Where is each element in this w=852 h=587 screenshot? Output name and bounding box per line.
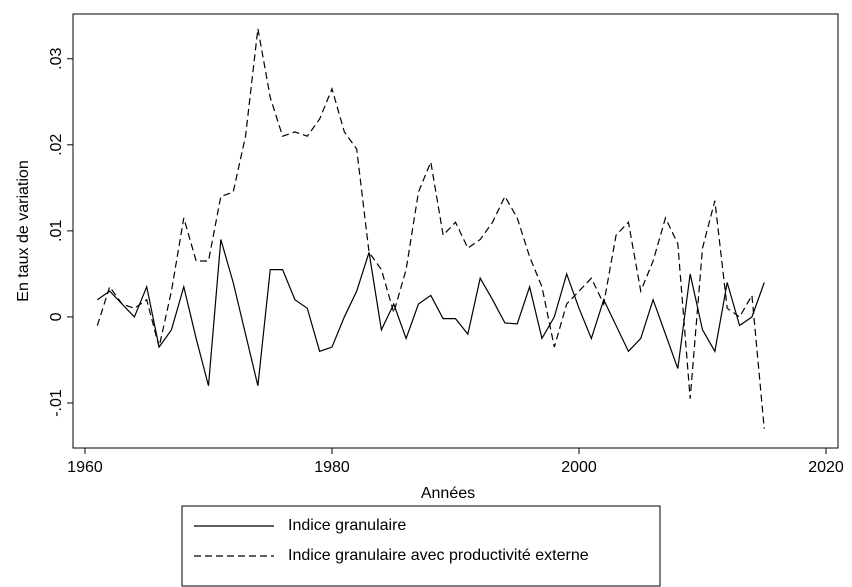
x-tick-label: 1960 xyxy=(67,459,103,476)
x-axis-label: Années xyxy=(421,485,475,502)
y-tick-label: .02 xyxy=(48,134,65,156)
y-tick-label: -.01 xyxy=(48,389,65,417)
series-line xyxy=(96,239,765,386)
x-tick-label: 1980 xyxy=(314,459,350,476)
plot-frame xyxy=(72,13,839,449)
series-line xyxy=(96,28,765,429)
y-tick-label: .03 xyxy=(48,48,65,70)
x-tick-label: 2020 xyxy=(808,459,844,476)
x-tick-label: 2000 xyxy=(561,459,597,476)
legend-label: Indice granulaire avec productivité exte… xyxy=(288,547,589,564)
legend-box xyxy=(181,505,661,587)
y-axis-label: En taux de variation xyxy=(15,160,32,301)
y-tick-label: .01 xyxy=(48,220,65,242)
y-tick-label: 0 xyxy=(48,312,65,321)
legend-label: Indice granulaire xyxy=(288,517,406,534)
